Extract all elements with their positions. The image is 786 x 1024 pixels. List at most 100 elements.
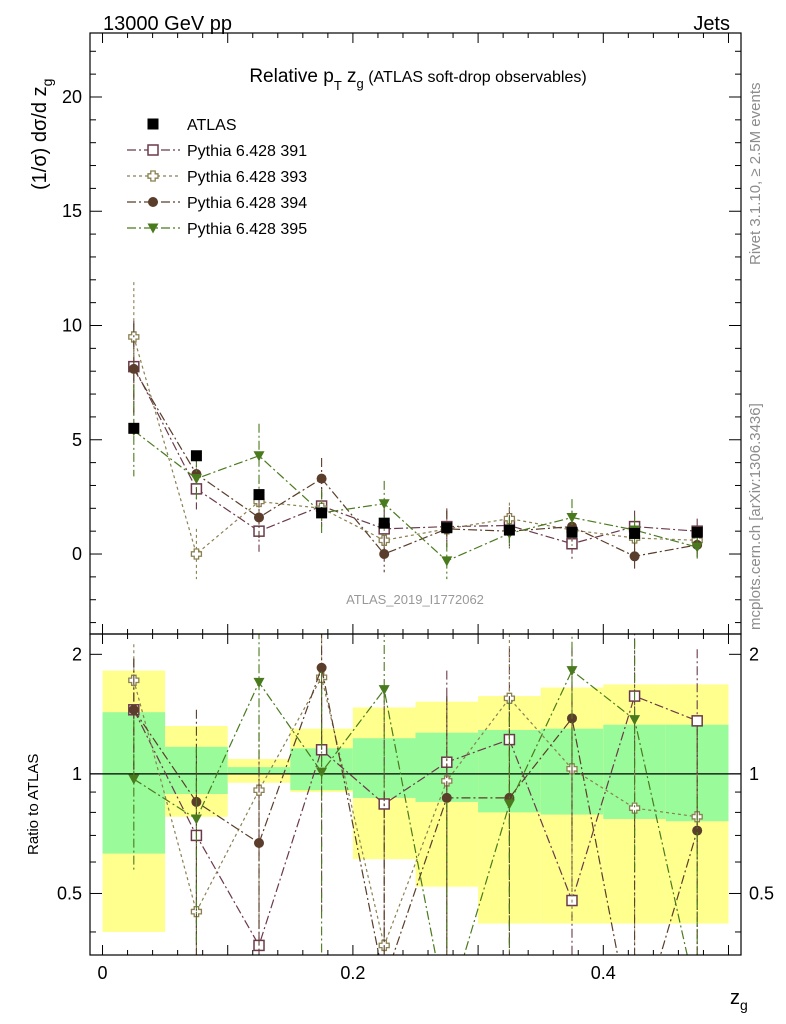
ratio-tick-label-left: 2 [72, 644, 82, 664]
ratio-point [316, 662, 327, 673]
atlas-point [566, 526, 578, 538]
ratio-point [628, 802, 641, 814]
ratio-point [190, 814, 202, 825]
axes: 0 0.2 0.4 0 5 10 15 20 0.5 0.5 1 1 2 2 [57, 32, 774, 983]
atlas-point [503, 524, 515, 536]
ratio-tick-label-right: 0.5 [749, 883, 774, 903]
ratio-tick-label-left: 0.5 [57, 883, 82, 903]
ratio-plot [90, 634, 741, 1019]
ratio-point [691, 715, 703, 727]
ratio-tick-label-left: 1 [72, 764, 82, 784]
data-point [629, 551, 640, 562]
data-point [441, 556, 453, 567]
ratio-point [316, 767, 328, 778]
ratio-line [133, 669, 688, 955]
legend-entry-3: Pythia 6.428 394 [127, 195, 307, 212]
ratio-point [441, 1009, 452, 1019]
series-2 [128, 282, 703, 580]
ratio-axis-label: Ratio to ATLAS [25, 754, 42, 855]
atlas-point [378, 517, 390, 529]
ratio-point [128, 774, 140, 785]
legend-marker [147, 170, 159, 182]
ratio-line [133, 695, 698, 947]
ratio-frame [89, 633, 742, 956]
legend-label: Pythia 6.428 391 [187, 143, 307, 160]
data-point [190, 548, 203, 560]
ratio-point [128, 704, 139, 715]
legend-entry-2: Pythia 6.428 393 [127, 169, 307, 186]
ratio-point [378, 685, 390, 696]
ratio-line [133, 675, 698, 948]
ratio-point [190, 905, 203, 918]
analysis-id: ATLAS_2019_I1772062 [346, 592, 484, 607]
atlas-point [441, 522, 453, 534]
data-point [378, 499, 390, 510]
rivet-label: Rivet 3.1.10, ≥ 2.5M events [747, 83, 764, 266]
ratio-tick-label-right: 1 [749, 764, 759, 784]
legend-entry-4: Pythia 6.428 395 [127, 221, 307, 238]
ratio-point [566, 666, 578, 677]
series-1 [128, 320, 703, 560]
data-point [566, 512, 578, 523]
atlas-point [190, 450, 202, 462]
x-tick-label: 0.4 [591, 963, 616, 983]
ratio-point [253, 677, 265, 688]
y-tick-label: 5 [72, 430, 82, 450]
y-tick-label: 10 [62, 316, 82, 336]
legend-marker [147, 144, 159, 156]
atlas-point [691, 526, 703, 538]
series-line [133, 430, 698, 562]
data-point [128, 363, 139, 374]
series-line [133, 336, 698, 556]
ratio-bands [102, 670, 729, 932]
y-axis-label: (1/σ) dσ/d zg [29, 79, 55, 190]
legend-entry-1: Pythia 6.428 391 [127, 143, 307, 160]
ratio-point [379, 977, 389, 987]
ratio-point [441, 775, 453, 787]
ratio-line [133, 665, 698, 955]
legend-label: Pythia 6.428 395 [187, 221, 307, 238]
header-left: 13000 GeV pp [103, 13, 232, 35]
data-point [253, 451, 265, 462]
atlas-point [253, 489, 265, 501]
legend-marker [147, 223, 159, 234]
atlas-point [128, 422, 140, 434]
ratio-series-4 [128, 634, 703, 1019]
y-tick-label: 0 [72, 544, 82, 564]
legend-label: Pythia 6.428 394 [187, 195, 307, 212]
x-axis-label: zg [730, 987, 748, 1013]
header-right: Jets [693, 13, 730, 35]
y-tick-label: 20 [62, 87, 82, 107]
series-3 [128, 323, 703, 573]
main-plot [128, 282, 703, 580]
mcplots-label: mcplots.cern.ch [arXiv:1306.3436] [747, 403, 764, 630]
y-tick-label: 15 [62, 201, 82, 221]
data-point [379, 549, 390, 560]
ratio-point [692, 825, 703, 836]
ratio-point [503, 799, 515, 810]
atlas-point [629, 527, 641, 539]
legend-label: ATLAS [187, 117, 237, 134]
legend-marker [148, 197, 158, 207]
x-tick-label: 0.2 [340, 963, 365, 983]
data-point [254, 512, 265, 523]
series-4 [128, 384, 703, 580]
data-point [316, 473, 327, 484]
legend-label: Pythia 6.428 393 [187, 169, 307, 186]
atlas-series [128, 422, 703, 539]
ratio-tick-label-right: 2 [749, 644, 759, 664]
ratio-series-3 [128, 634, 703, 987]
ratio-point [254, 837, 265, 848]
legend-marker [147, 118, 159, 130]
atlas-point [316, 507, 328, 519]
series-line [133, 368, 698, 557]
ratio-point [629, 715, 641, 726]
data-point [691, 542, 703, 553]
series-line [133, 366, 698, 545]
chart-title: Relative pT zg (ATLAS soft-drop observab… [249, 66, 586, 93]
ratio-point [692, 995, 703, 1005]
x-tick-label: 0 [98, 963, 108, 983]
legend: ATLAS Pythia 6.428 391 Pythia 6.428 393 Pyt… [127, 117, 307, 238]
legend-entry-atlas: ATLAS [147, 117, 237, 134]
